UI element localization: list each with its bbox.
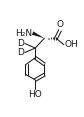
Text: D: D bbox=[17, 39, 24, 48]
Text: HO: HO bbox=[28, 90, 42, 99]
Text: OH: OH bbox=[65, 40, 78, 49]
Text: O: O bbox=[56, 20, 64, 29]
Polygon shape bbox=[32, 31, 44, 38]
Text: H₂N: H₂N bbox=[16, 29, 33, 38]
Text: D: D bbox=[17, 48, 24, 57]
